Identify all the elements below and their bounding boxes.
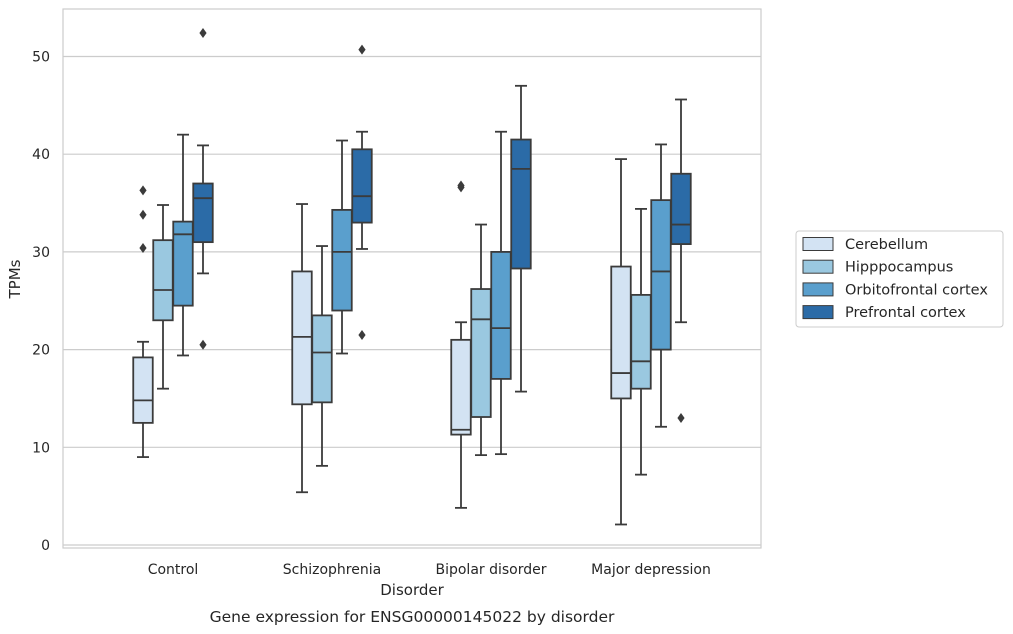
box-prefrontal-cortex [670,98,692,423]
box-iqr [291,270,313,406]
box-iqr [490,250,512,380]
box-iqr [311,314,333,404]
box-cerebellum [291,203,313,494]
y-tick-label: 30 [32,245,50,261]
box-orbitofrontal-cortex [650,143,672,428]
chart-caption: Gene expression for ENSG00000145022 by d… [210,608,615,626]
box-cerebellum [132,185,154,458]
x-tick-label: Bipolar disorder [435,562,546,578]
box-iqr [470,288,492,418]
box-iqr [132,356,154,424]
legend-frame [795,230,1004,328]
x-tick-label: Schizophrenia [283,562,381,578]
legend-swatch [802,259,834,274]
box-iqr [610,265,632,400]
legend-label: Orbitofrontal cortex [845,282,988,298]
outlier-point [139,209,147,220]
box-hipppocampus [470,223,492,457]
box-iqr [630,293,652,390]
outlier-point [457,180,465,191]
x-axis-ticks: Control Schizophrenia Bipolar disorder Majo… [148,562,711,578]
y-axis-ticks: 0 10 20 30 40 50 [32,50,50,555]
box-orbitofrontal-cortex [172,133,194,357]
legend-swatch [802,237,834,251]
box-iqr [650,199,672,351]
plot-area [62,8,762,549]
y-tick-label: 50 [32,50,50,66]
outlier-point [139,185,147,196]
y-tick-label: 10 [32,440,50,456]
box-orbitofrontal-cortex [490,130,512,456]
boxes [132,28,692,526]
box-iqr [450,338,472,436]
y-tick-label: 0 [41,538,50,554]
legend-swatch [802,305,834,320]
box-iqr [152,239,174,322]
outlier-point [199,339,207,350]
legend: Cerebellum Hipppocampus Orbitofrontal cort… [795,230,1004,328]
box-hipppocampus [152,204,174,390]
legend-swatch [802,282,834,297]
box-orbitofrontal-cortex [331,139,353,355]
box-iqr [172,220,194,307]
legend-label: Cerebellum [845,237,928,253]
x-tick-label: Control [148,562,199,578]
legend-label: Hipppocampus [845,260,953,276]
box-cerebellum [610,158,632,526]
box-prefrontal-cortex [510,84,532,393]
legend-label: Prefrontal cortex [845,305,966,321]
box-prefrontal-cortex [192,28,214,350]
outlier-point [677,412,685,423]
box-iqr [331,208,353,312]
box-iqr [351,148,373,224]
box-iqr [670,172,692,245]
box-hipppocampus [311,245,333,467]
y-axis-label: TPMs [6,259,24,299]
outlier-point [358,329,366,340]
box-prefrontal-cortex [351,44,373,340]
box-cerebellum [450,180,472,509]
outlier-point [139,242,147,253]
box-iqr [510,138,532,270]
box-iqr [192,182,214,244]
box-hipppocampus [630,208,652,476]
x-tick-label: Major depression [591,562,711,578]
x-axis-label: Disorder [380,581,444,599]
y-tick-label: 20 [32,343,50,359]
outlier-point [199,28,207,39]
outlier-point [358,44,366,55]
y-tick-label: 40 [32,147,50,163]
